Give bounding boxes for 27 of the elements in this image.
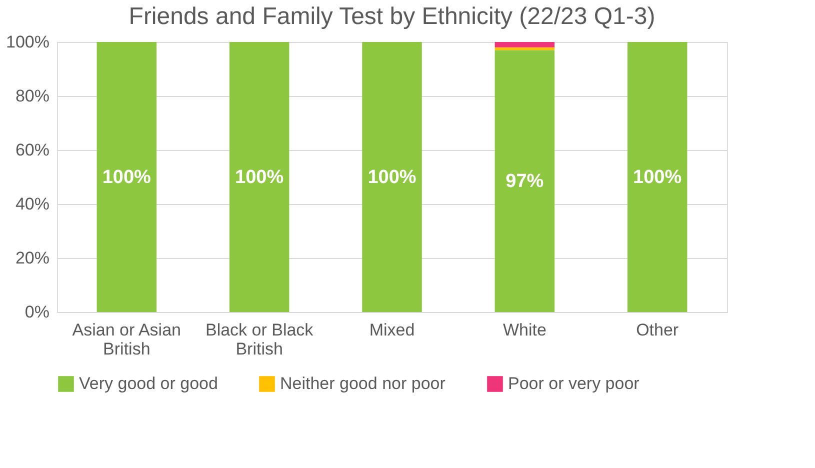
data-label: 100% (102, 167, 152, 188)
y-tick-label: 40% (15, 194, 50, 214)
legend-label: Neither good nor poor (280, 374, 446, 393)
y-tick-label: 60% (15, 140, 50, 160)
legend-label: Poor or very poor (508, 374, 640, 393)
bar (494, 50, 555, 312)
bar (627, 42, 688, 312)
y-tick-label: 20% (15, 248, 50, 268)
x-tick-label: Other (636, 320, 679, 340)
x-tick-label: White (502, 320, 546, 340)
legend-label: Very good or good (79, 374, 218, 393)
y-tick-label: 0% (24, 302, 50, 322)
bar (494, 47, 555, 50)
y-tick-label: 100% (6, 32, 50, 52)
x-tick-label: Asian or Asian British (72, 320, 181, 358)
bar (96, 42, 157, 312)
y-tick-label: 80% (15, 86, 50, 106)
data-label: 100% (633, 167, 682, 188)
data-label: 100% (368, 167, 416, 188)
bar (494, 42, 555, 48)
data-label: 100% (235, 167, 284, 188)
x-tick-label: Black or Black British (205, 320, 314, 358)
bar (362, 42, 422, 312)
bar (229, 42, 290, 312)
chart-title: Friends and Family Test by Ethnicity (22/23 Q1-3) (128, 3, 656, 30)
data-label: 97% (506, 171, 544, 192)
x-tick-label: Mixed (369, 320, 415, 340)
